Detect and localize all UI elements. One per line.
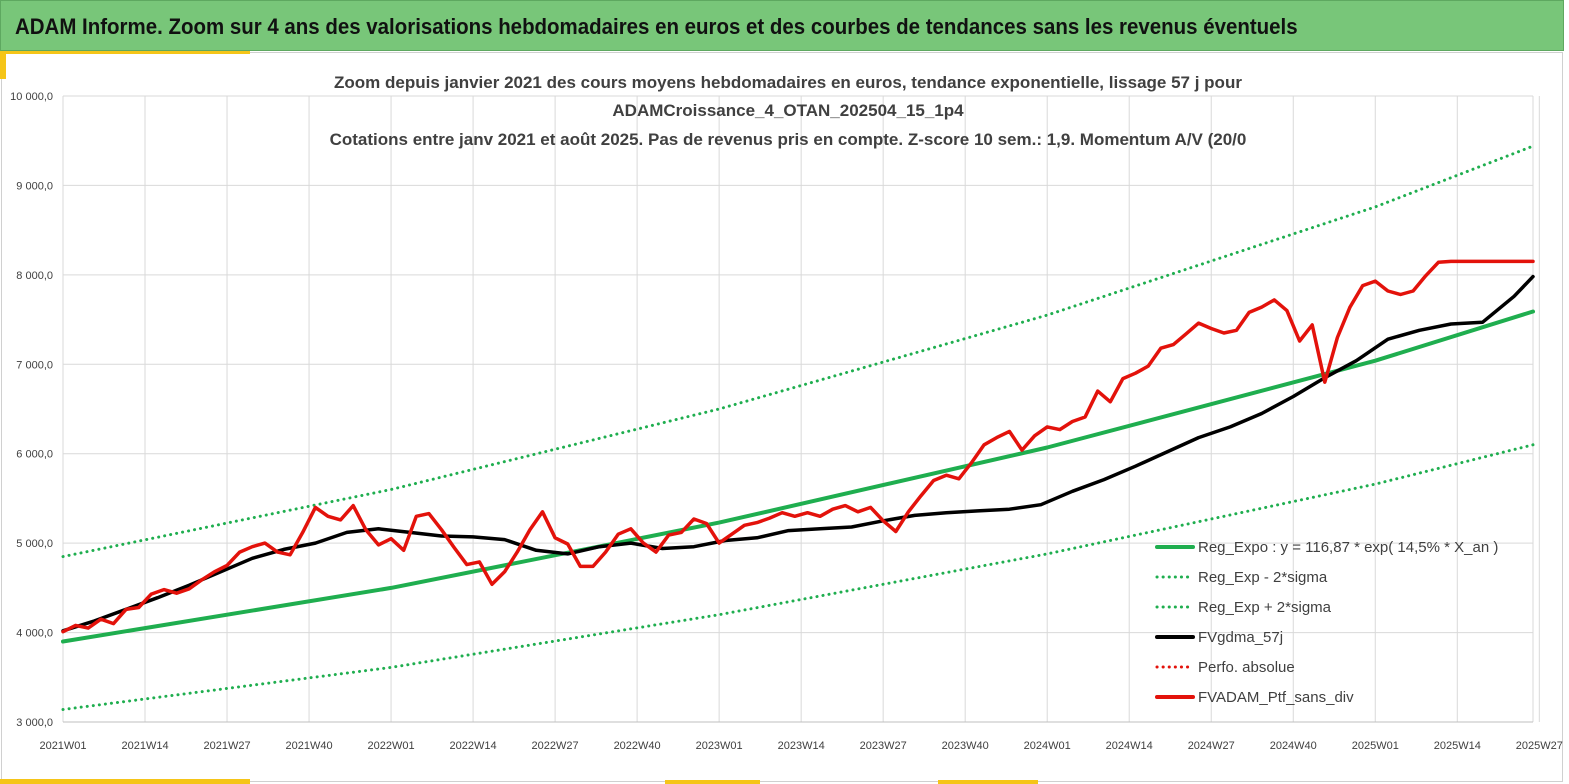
x-tick-label: 2021W40 [286,740,333,752]
x-axis-ticks: 2021W01 2021W14 2021W27 2021W40 2022W01 2022W… [39,740,1562,752]
series-line-5 [61,259,1535,634]
y-tick-label: 9 000,0 [16,180,53,192]
legend-label: Reg_Exp - 2*sigma [1198,569,1328,586]
x-tick-label: 2022W40 [614,740,661,752]
y-tick-label: 5 000,0 [16,538,53,550]
y-tick-label: 10 000,0 [10,91,53,103]
y-tick-label: 3 000,0 [16,717,53,729]
accent-bar-bottom [0,779,250,784]
x-tick-label: 2023W40 [942,740,989,752]
chart-frame [1,52,1563,782]
accent-bar-left [0,51,6,79]
legend: Reg_Expo : y = 116,87 * exp( 14,5% * X_a… [1155,539,1498,706]
legend-label: FVADAM_Ptf_sans_div [1198,689,1354,706]
chart-title-line-1: Zoom depuis janvier 2021 des cours moyen… [334,73,1242,92]
grid-lines [62,95,1540,723]
chart-title-line-2: ADAMCroissance_4_OTAN_202504_15_1p4 [612,101,964,120]
x-tick-label: 2021W01 [39,740,86,752]
y-tick-label: 6 000,0 [16,449,53,461]
y-tick-label: 7 000,0 [16,359,53,371]
x-tick-label: 2023W14 [778,740,825,752]
x-tick-label: 2023W27 [860,740,907,752]
accent-bar-top [0,51,250,54]
x-tick-label: 2024W27 [1188,740,1235,752]
x-tick-label: 2024W01 [1024,740,1071,752]
legend-label: Reg_Expo : y = 116,87 * exp( 14,5% * X_a… [1198,539,1498,556]
accent-bar-bottom-right [938,780,1038,784]
x-tick-label: 2024W40 [1270,740,1317,752]
y-tick-label: 4 000,0 [16,628,53,640]
legend-label: Perfo. absolue [1198,659,1295,676]
x-tick-label: 2023W01 [696,740,743,752]
series-lines [61,144,1535,711]
x-tick-label: 2022W14 [450,740,497,752]
x-tick-label: 2025W14 [1434,740,1481,752]
banner-title: ADAM Informe. Zoom sur 4 ans des valoris… [15,14,1298,39]
y-tick-label: 8 000,0 [16,270,53,282]
x-tick-label: 2021W27 [203,740,250,752]
series-line-3 [61,274,1535,633]
chart-title: Zoom depuis janvier 2021 des cours moyen… [330,73,1247,149]
y-axis-ticks: 3 000,0 4 000,0 5 000,0 6 000,0 7 000,0 8 000… [10,91,53,729]
x-tick-label: 2025W27 [1516,740,1563,752]
series-line-0 [61,309,1535,644]
accent-bar-bottom-middle [665,780,760,784]
x-tick-label: 2021W14 [121,740,168,752]
banner: ADAM Informe. Zoom sur 4 ans des valoris… [0,0,1564,51]
x-tick-label: 2024W14 [1106,740,1153,752]
series-line-2 [61,144,1535,559]
x-tick-label: 2025W01 [1352,740,1399,752]
chart-title-line-3: Cotations entre janv 2021 et août 2025. … [330,130,1247,149]
x-tick-label: 2022W01 [368,740,415,752]
legend-label: Reg_Exp + 2*sigma [1198,599,1332,616]
x-tick-label: 2022W27 [532,740,579,752]
series-line-1 [61,443,1535,711]
legend-label: FVgdma_57j [1198,629,1283,646]
